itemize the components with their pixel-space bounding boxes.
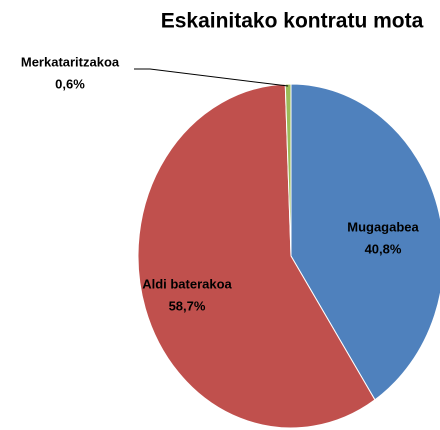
slice-value-label: 58,7% xyxy=(169,298,206,313)
slice-value-label: 40,8% xyxy=(365,241,402,256)
slice-label: Aldi baterakoa xyxy=(142,276,232,291)
slice-label: Mugagabea xyxy=(347,219,419,234)
pie-slice xyxy=(284,83,292,257)
chart-title: Eskainitako kontratu mota xyxy=(161,10,424,33)
pie-slice xyxy=(137,83,376,429)
leader-line xyxy=(134,68,289,87)
slice-value-label: 0,6% xyxy=(55,76,85,91)
slice-label: Merkataritzakoa xyxy=(21,54,120,69)
pie-slice xyxy=(290,83,440,401)
